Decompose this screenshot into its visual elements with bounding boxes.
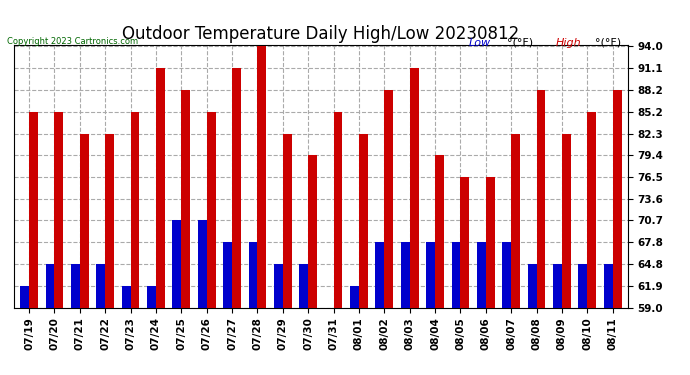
Text: Copyright 2023 Cartronics.com: Copyright 2023 Cartronics.com (7, 38, 138, 46)
Bar (486, 177, 495, 308)
Bar (207, 112, 215, 308)
Bar (172, 220, 181, 308)
Bar (308, 155, 317, 308)
Bar (20, 286, 29, 308)
Bar (248, 242, 257, 308)
Bar (537, 90, 545, 308)
Bar (121, 286, 130, 308)
Bar (283, 134, 292, 308)
Text: °(°F): °(°F) (507, 38, 533, 48)
Bar (359, 134, 368, 308)
Bar (375, 242, 384, 308)
Bar (511, 134, 520, 308)
Bar (147, 286, 156, 308)
Bar (451, 242, 460, 308)
Bar (223, 242, 232, 308)
Text: High: High (555, 38, 581, 48)
Bar (604, 264, 613, 308)
Bar (274, 264, 283, 308)
Bar (578, 264, 587, 308)
Bar (299, 264, 308, 308)
Bar (528, 264, 537, 308)
Bar (426, 242, 435, 308)
Bar (587, 112, 596, 308)
Bar (562, 134, 571, 308)
Bar (333, 112, 342, 308)
Bar (71, 264, 80, 308)
Bar (80, 134, 88, 308)
Bar (130, 112, 139, 308)
Bar (553, 264, 562, 308)
Bar (105, 134, 114, 308)
Text: Low: Low (469, 38, 491, 48)
Bar (55, 112, 63, 308)
Bar (502, 242, 511, 308)
Bar (435, 155, 444, 308)
Bar (350, 286, 359, 308)
Bar (401, 242, 410, 308)
Bar (181, 90, 190, 308)
Bar (156, 68, 165, 308)
Bar (410, 68, 419, 308)
Bar (384, 90, 393, 308)
Bar (257, 46, 266, 308)
Bar (232, 68, 241, 308)
Bar (97, 264, 105, 308)
Bar (29, 112, 38, 308)
Bar (460, 177, 469, 308)
Bar (477, 242, 486, 308)
Bar (198, 220, 207, 308)
Text: °(°F): °(°F) (595, 38, 622, 48)
Bar (613, 90, 622, 308)
Title: Outdoor Temperature Daily High/Low 20230812: Outdoor Temperature Daily High/Low 20230… (122, 26, 520, 44)
Bar (46, 264, 55, 308)
